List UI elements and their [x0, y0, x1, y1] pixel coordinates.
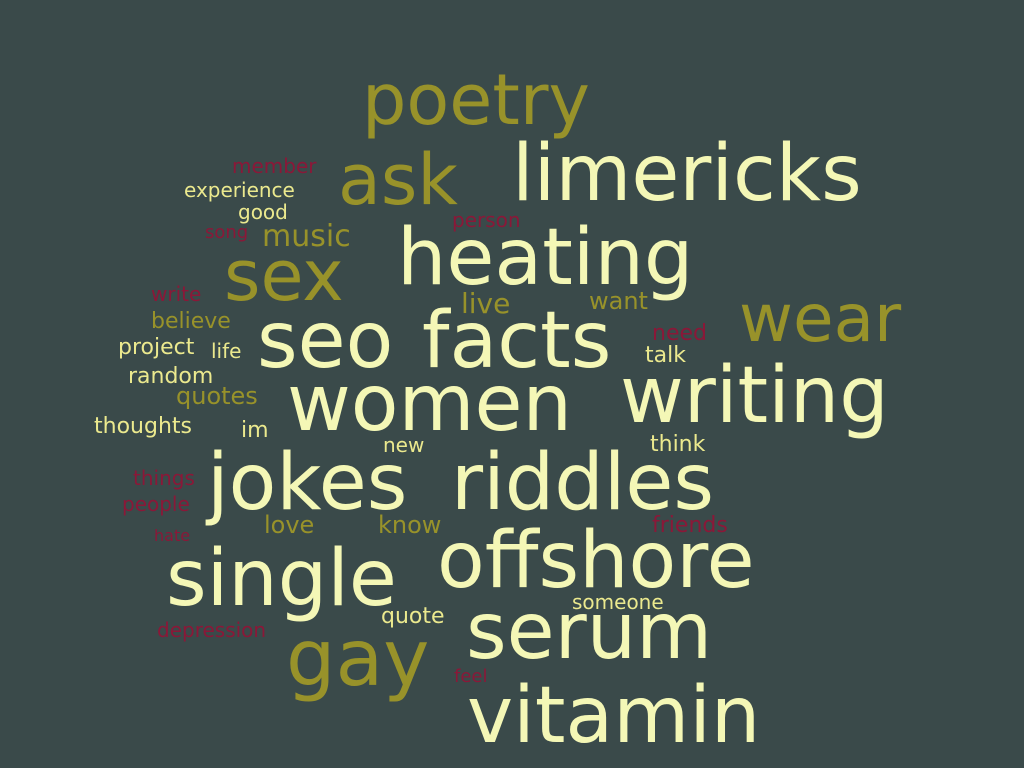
word-serum: serum: [466, 587, 713, 677]
word-riddles: riddles: [451, 438, 715, 528]
word-gay: gay: [286, 614, 430, 704]
word-know: know: [378, 511, 442, 539]
word-seo: seo: [257, 296, 394, 386]
word-need: need: [652, 321, 707, 346]
word-depression: depression: [157, 618, 267, 642]
word-writing: writing: [620, 351, 889, 441]
word-things: things: [133, 466, 195, 490]
word-offshore: offshore: [437, 516, 755, 606]
word-talk: talk: [645, 343, 686, 368]
word-vitamin: vitamin: [467, 671, 761, 761]
word-project: project: [118, 335, 195, 360]
word-good: good: [238, 200, 288, 224]
word-life: life: [211, 339, 242, 363]
word-quote: quote: [381, 604, 445, 629]
word-music: music: [262, 219, 351, 254]
word-sex: sex: [224, 235, 344, 317]
word-thoughts: thoughts: [94, 414, 192, 439]
word-write: write: [151, 282, 202, 306]
word-want: want: [589, 287, 648, 315]
word-single: single: [166, 534, 397, 624]
word-ask: ask: [338, 139, 458, 221]
word-song: song: [205, 222, 249, 243]
word-facts: facts: [422, 296, 612, 386]
word-friends: friends: [652, 513, 728, 538]
word-member: member: [232, 154, 317, 178]
word-think: think: [650, 432, 706, 457]
word-random: random: [128, 364, 214, 389]
word-quotes: quotes: [176, 382, 258, 410]
word-limericks: limericks: [512, 129, 862, 219]
word-heating: heating: [397, 213, 694, 303]
word-person: person: [452, 208, 521, 232]
word-live: live: [461, 287, 511, 320]
word-poetry: poetry: [362, 59, 590, 141]
word-new: new: [383, 433, 425, 457]
word-love: love: [264, 511, 315, 539]
word-jokes: jokes: [207, 438, 408, 528]
word-im: im: [241, 418, 269, 443]
word-someone: someone: [572, 590, 664, 614]
word-believe: believe: [151, 309, 231, 334]
word-people: people: [122, 492, 190, 516]
word-experience: experience: [184, 178, 295, 202]
word-women: women: [287, 359, 572, 449]
word-feel: feel: [454, 666, 488, 687]
word-wear: wear: [739, 280, 902, 357]
word-hate: hate: [154, 526, 191, 545]
